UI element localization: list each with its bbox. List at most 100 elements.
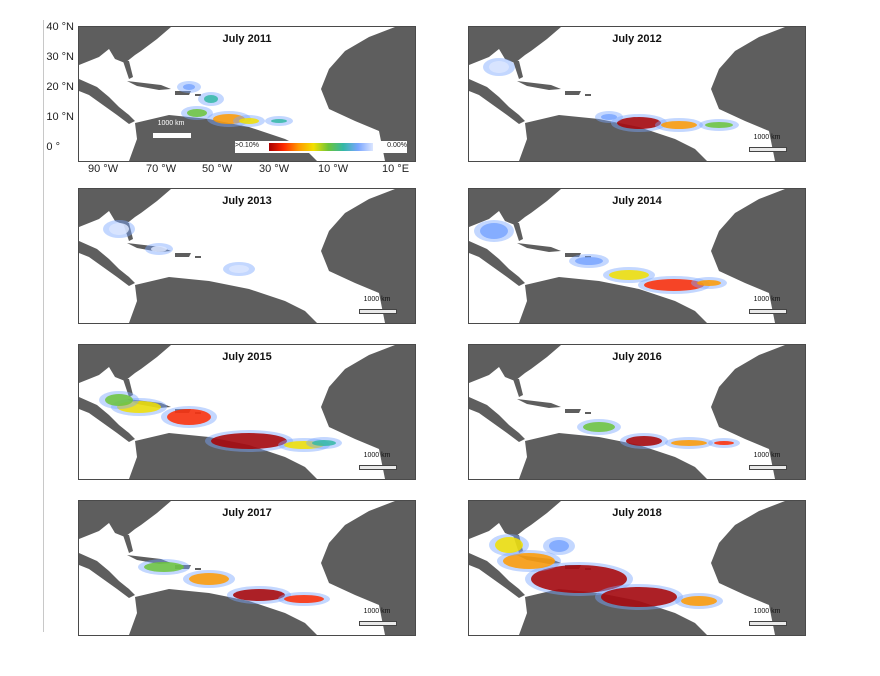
lon-tick-label: 10 °W	[318, 163, 349, 175]
panel-title: July 2013	[222, 195, 272, 207]
sargassum-density-patch	[109, 223, 129, 235]
sargassum-density-patch	[183, 84, 195, 90]
map-panel-2011: July 2011 1000 km >0.10% 0.00%	[78, 26, 416, 162]
central-america-land	[79, 241, 135, 286]
south-america-land	[519, 115, 707, 161]
basemap	[469, 27, 805, 161]
scale-bar: 1000 km	[359, 452, 397, 470]
puerto-rico-land	[585, 412, 591, 414]
legend-low-label: 0.00%	[387, 142, 407, 149]
scale-bar-line	[359, 465, 397, 470]
central-america-land	[469, 553, 525, 598]
panel-title: July 2012	[612, 33, 662, 45]
sargassum-density-patch	[211, 433, 287, 449]
sargassum-density-patch	[671, 440, 707, 446]
lat-tick-label: 30 °N	[46, 51, 74, 63]
scale-bar: 1000 km	[749, 296, 787, 314]
panel-title: July 2014	[612, 195, 662, 207]
sargassum-density-patch	[271, 119, 287, 123]
scale-bar-label: 1000 km	[363, 608, 391, 615]
africa-land	[711, 189, 805, 323]
scale-bar-line	[359, 621, 397, 626]
basemap	[469, 345, 805, 479]
sargassum-density-patch	[575, 257, 603, 265]
sargassum-density-patch	[661, 121, 697, 129]
sargassum-density-patch	[213, 114, 245, 124]
sargassum-density-patch	[626, 436, 662, 446]
south-america-land	[519, 433, 707, 479]
sargassum-density-patch	[601, 587, 677, 607]
sargassum-density-patch	[601, 114, 617, 120]
north-america-land	[79, 501, 171, 539]
sargassum-density-patch	[284, 595, 324, 603]
lat-tick-label: 10 °N	[46, 111, 74, 123]
south-america-land	[519, 589, 707, 635]
sargassum-density-patch	[549, 540, 569, 552]
sargassum-density-patch	[229, 265, 249, 273]
lon-tick-label: 70 °W	[146, 163, 177, 175]
cuba-land	[517, 81, 561, 90]
left-divider	[43, 20, 44, 632]
scale-bar-label: 1000 km	[753, 134, 781, 141]
panel-title: July 2018	[612, 507, 662, 519]
basemap	[79, 345, 415, 479]
sargassum-density-patch	[167, 409, 211, 425]
central-america-land	[469, 79, 525, 124]
scale-bar: 1000 km	[749, 608, 787, 626]
hispaniola-land	[565, 253, 581, 257]
scale-bar: 1000 km	[153, 120, 191, 138]
north-america-land	[79, 189, 171, 227]
panel-title: July 2011	[222, 33, 272, 45]
sargassum-density-patch	[480, 223, 508, 239]
north-america-land	[469, 27, 561, 65]
map-panel-2018: July 2018 1000 km	[468, 500, 806, 636]
scale-bar-line	[749, 147, 787, 152]
sargassum-density-patch	[187, 109, 207, 117]
scale-bar-line	[153, 133, 191, 138]
sargassum-density-patch	[495, 537, 523, 553]
sargassum-density-patch	[681, 596, 717, 606]
scale-bar-line	[749, 621, 787, 626]
sargassum-density-patch	[705, 122, 733, 128]
hispaniola-land	[175, 91, 191, 95]
lon-tick-label: 30 °W	[259, 163, 290, 175]
legend-high-label: >0.10%	[235, 142, 259, 149]
central-america-land	[79, 79, 135, 124]
sargassum-density-patch	[204, 95, 218, 103]
central-america-land	[79, 553, 135, 598]
sargassum-density-patch	[489, 61, 509, 73]
scale-bar-label: 1000 km	[363, 296, 391, 303]
scale-bar-line	[749, 309, 787, 314]
sargassum-density-patch	[239, 118, 259, 124]
scale-bar-label: 1000 km	[753, 452, 781, 459]
sargassum-density-patch	[233, 589, 285, 601]
sargassum-density-patch	[531, 565, 627, 593]
central-america-land	[469, 241, 525, 286]
florida-land	[123, 61, 133, 79]
africa-land	[321, 27, 415, 161]
puerto-rico-land	[195, 94, 201, 96]
scale-bar: 1000 km	[749, 134, 787, 152]
lat-tick-label: 20 °N	[46, 81, 74, 93]
map-panel-2016: July 2016 1000 km	[468, 344, 806, 480]
sargassum-density-patch	[583, 422, 615, 432]
sargassum-density-patch	[105, 394, 133, 406]
sargassum-density-patch	[144, 562, 184, 572]
hispaniola-land	[565, 91, 581, 95]
africa-land	[321, 345, 415, 479]
lon-tick-label: 50 °W	[202, 163, 233, 175]
hispaniola-land	[565, 409, 581, 413]
florida-land	[513, 223, 523, 241]
map-panel-2013: July 2013 1000 km	[78, 188, 416, 324]
florida-land	[123, 379, 133, 397]
scale-bar: 1000 km	[359, 608, 397, 626]
map-panel-2017: July 2017 1000 km	[78, 500, 416, 636]
africa-land	[711, 501, 805, 635]
lon-tick-label: 90 °W	[88, 163, 119, 175]
scale-bar: 1000 km	[359, 296, 397, 314]
panel-title: July 2015	[222, 351, 272, 363]
color-legend: >0.10% 0.00%	[235, 141, 407, 153]
north-america-land	[469, 345, 561, 383]
scale-bar: 1000 km	[749, 452, 787, 470]
lat-tick-label: 40 °N	[46, 21, 74, 33]
